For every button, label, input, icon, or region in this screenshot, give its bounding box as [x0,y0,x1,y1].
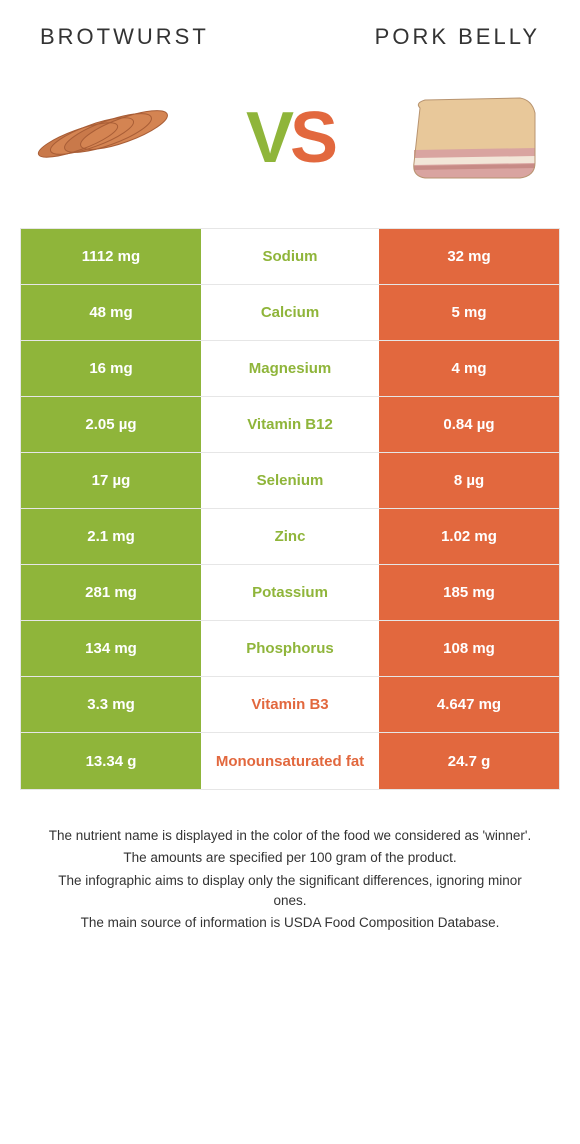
table-row: 2.05 µgVitamin B120.84 µg [21,397,559,453]
nutrient-label: Zinc [201,509,379,564]
value-left: 281 mg [21,565,201,620]
value-right: 0.84 µg [379,397,559,452]
value-right: 108 mg [379,621,559,676]
value-right: 5 mg [379,285,559,340]
nutrient-label: Monounsaturated fat [201,733,379,789]
value-right: 1.02 mg [379,509,559,564]
images-row: VS [20,68,560,228]
nutrient-label: Magnesium [201,341,379,396]
table-row: 281 mgPotassium185 mg [21,565,559,621]
nutrient-label: Calcium [201,285,379,340]
value-left: 17 µg [21,453,201,508]
nutrient-label: Phosphorus [201,621,379,676]
value-right: 8 µg [379,453,559,508]
nutrient-label: Selenium [201,453,379,508]
value-right: 32 mg [379,229,559,284]
vs-s: S [290,98,334,178]
value-left: 2.05 µg [21,397,201,452]
porkbelly-image [390,78,550,198]
table-row: 2.1 mgZinc1.02 mg [21,509,559,565]
value-right: 24.7 g [379,733,559,789]
table-row: 134 mgPhosphorus108 mg [21,621,559,677]
table-row: 16 mgMagnesium4 mg [21,341,559,397]
nutrient-label: Sodium [201,229,379,284]
note-line: The main source of information is USDA F… [40,913,540,933]
nutrient-table: 1112 mgSodium32 mg48 mgCalcium5 mg16 mgM… [20,228,560,790]
table-row: 3.3 mgVitamin B34.647 mg [21,677,559,733]
value-left: 3.3 mg [21,677,201,732]
note-line: The nutrient name is displayed in the co… [40,826,540,846]
vs-v: V [246,98,290,178]
footer-notes: The nutrient name is displayed in the co… [20,790,560,933]
title-right: Pork belly [375,24,540,50]
value-right: 4 mg [379,341,559,396]
table-row: 48 mgCalcium5 mg [21,285,559,341]
value-left: 16 mg [21,341,201,396]
brotwurst-image [30,78,190,198]
table-row: 17 µgSelenium8 µg [21,453,559,509]
value-right: 185 mg [379,565,559,620]
title-left: Brotwurst [40,24,209,50]
note-line: The amounts are specified per 100 gram o… [40,848,540,868]
table-row: 1112 mgSodium32 mg [21,229,559,285]
value-right: 4.647 mg [379,677,559,732]
note-line: The infographic aims to display only the… [40,871,540,912]
value-left: 1112 mg [21,229,201,284]
vs-label: VS [246,97,334,179]
value-left: 48 mg [21,285,201,340]
nutrient-label: Potassium [201,565,379,620]
value-left: 2.1 mg [21,509,201,564]
nutrient-label: Vitamin B12 [201,397,379,452]
table-row: 13.34 gMonounsaturated fat24.7 g [21,733,559,789]
header: Brotwurst Pork belly [20,24,560,68]
value-left: 134 mg [21,621,201,676]
nutrient-label: Vitamin B3 [201,677,379,732]
value-left: 13.34 g [21,733,201,789]
